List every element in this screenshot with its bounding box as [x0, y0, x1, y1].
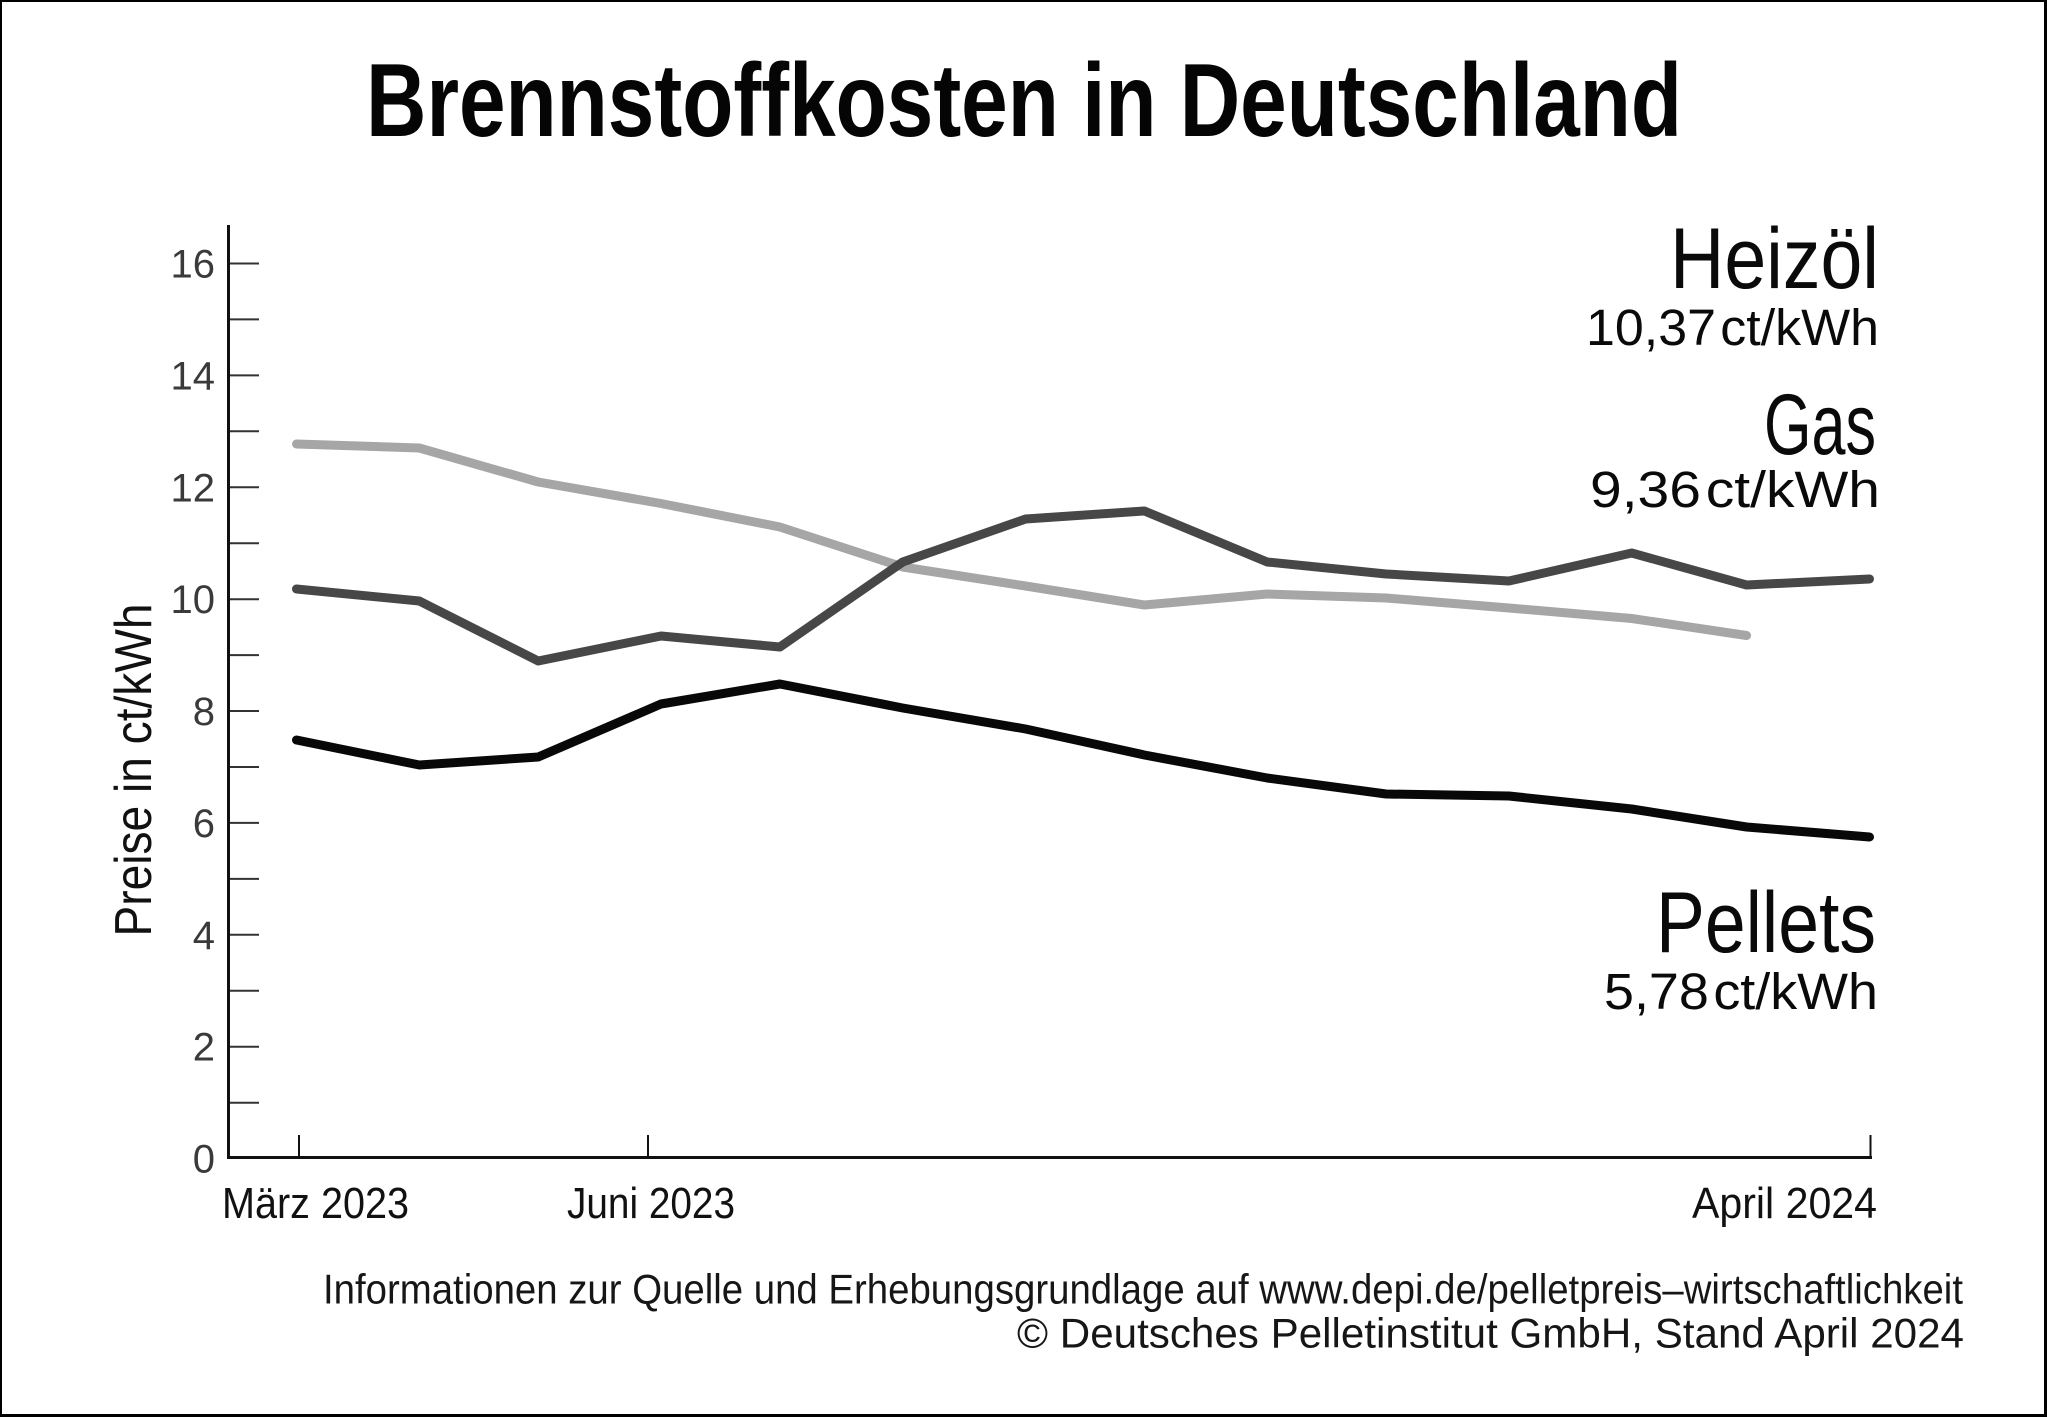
svg-text:4: 4 — [193, 914, 215, 958]
svg-text:Pellets: Pellets — [1656, 875, 1876, 971]
svg-text:14: 14 — [171, 354, 216, 398]
svg-text:0: 0 — [193, 1138, 215, 1182]
svg-text:Juni 2023: Juni 2023 — [567, 1179, 735, 1228]
svg-text:Heizöl: Heizöl — [1670, 211, 1879, 307]
svg-text:10: 10 — [171, 578, 216, 622]
svg-text:März 2023: März 2023 — [222, 1179, 409, 1228]
svg-text:12: 12 — [171, 466, 216, 510]
svg-text:2: 2 — [193, 1026, 215, 1070]
svg-text:© Deutsches Pelletinstitut Gmb: © Deutsches Pelletinstitut GmbH, Stand A… — [1017, 1310, 1964, 1357]
svg-text:Preise in ct/kWh: Preise in ct/kWh — [105, 604, 163, 937]
svg-text:9,36 ct/kWh: 9,36 ct/kWh — [1590, 461, 1880, 518]
svg-text:Brennstoffkosten in Deutschlan: Brennstoffkosten in Deutschland — [366, 43, 1682, 159]
svg-text:8: 8 — [193, 690, 215, 734]
svg-text:Gas: Gas — [1764, 377, 1876, 473]
svg-text:5,78 ct/kWh: 5,78 ct/kWh — [1604, 963, 1878, 1020]
svg-text:6: 6 — [193, 802, 215, 846]
svg-text:16: 16 — [171, 243, 216, 287]
svg-text:April 2024: April 2024 — [1692, 1179, 1877, 1228]
svg-text:Informationen zur Quelle und E: Informationen zur Quelle und Erhebungsgr… — [323, 1266, 1963, 1313]
svg-text:10,37 ct/kWh: 10,37 ct/kWh — [1586, 299, 1879, 356]
